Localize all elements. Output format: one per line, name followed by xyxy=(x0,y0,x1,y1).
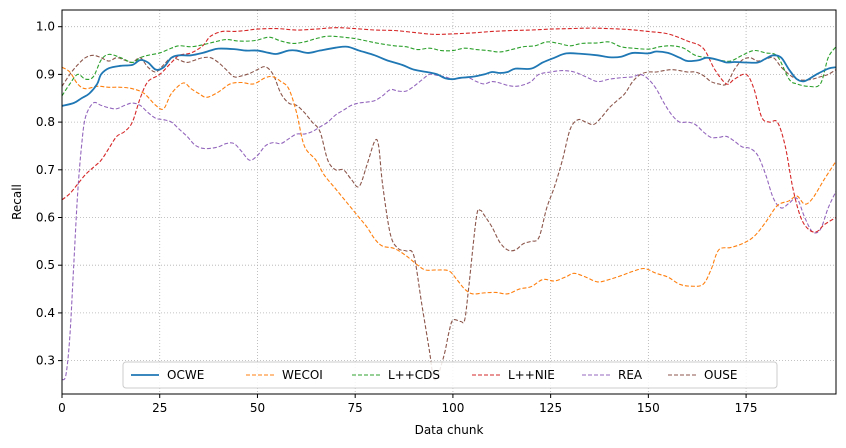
x-axis-ticks: 0 25 50 75 100 125 150 175 xyxy=(58,394,758,415)
legend-label: L++NIE xyxy=(508,368,555,382)
legend-label: OCWE xyxy=(167,368,204,382)
legend-item-rea: REA xyxy=(582,368,643,382)
legend-item-l-nie: L++NIE xyxy=(472,368,555,382)
y-axis-label: Recall xyxy=(10,184,24,220)
x-tick-label: 100 xyxy=(441,401,464,415)
y-tick-label: 0.4 xyxy=(36,306,55,320)
legend-item-ocwe: OCWE xyxy=(131,368,204,382)
series-line-wecoi xyxy=(62,66,836,295)
y-tick-label: 0.3 xyxy=(36,354,55,368)
y-tick-label: 0.9 xyxy=(36,67,55,81)
x-tick-label: 50 xyxy=(250,401,265,415)
legend: OCWE WECOI L++CDS L++NIE REA OUSE xyxy=(122,361,778,389)
y-tick-label: 0.6 xyxy=(36,211,55,225)
series-lines xyxy=(62,27,836,381)
y-tick-label: 0.7 xyxy=(36,163,55,177)
y-axis-ticks: 0.3 0.4 0.5 0.6 0.7 0.8 0.9 1.0 xyxy=(36,20,62,368)
legend-label: L++CDS xyxy=(388,368,440,382)
legend-label: REA xyxy=(618,368,643,382)
x-tick-label: 175 xyxy=(735,401,758,415)
legend-box xyxy=(122,361,778,389)
series-line-rea xyxy=(62,70,836,381)
x-axis-label: Data chunk xyxy=(415,423,484,437)
y-tick-label: 1.0 xyxy=(36,20,55,34)
x-tick-label: 25 xyxy=(152,401,167,415)
x-tick-label: 150 xyxy=(637,401,660,415)
legend-label: WECOI xyxy=(282,368,323,382)
legend-item-l-cds: L++CDS xyxy=(352,368,440,382)
series-line-l-nie xyxy=(62,27,836,233)
y-tick-label: 0.8 xyxy=(36,115,55,129)
series-line-ouse xyxy=(62,54,836,381)
series-line-ocwe xyxy=(62,45,836,107)
plot-area-frame xyxy=(61,9,837,395)
legend-item-wecoi: WECOI xyxy=(246,368,323,382)
grid-lines xyxy=(61,10,836,394)
x-tick-label: 125 xyxy=(539,401,562,415)
x-tick-label: 75 xyxy=(348,401,363,415)
y-tick-label: 0.5 xyxy=(36,258,55,272)
legend-label: OUSE xyxy=(704,368,737,382)
x-tick-label: 0 xyxy=(58,401,66,415)
legend-item-ouse: OUSE xyxy=(668,368,737,382)
